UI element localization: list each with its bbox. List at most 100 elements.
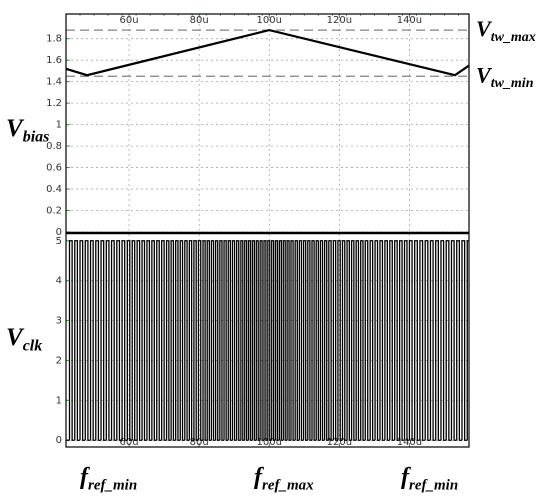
clock-pulse	[398, 240, 405, 441]
frequency-label: fref_min	[80, 464, 137, 493]
clock-pulse	[126, 240, 133, 441]
y-tick-label: 1.2	[46, 98, 62, 109]
clock-pulse	[136, 240, 143, 441]
clock-pulse	[121, 240, 128, 441]
clock-pulse	[100, 240, 107, 441]
frequency-label: fref_min	[401, 464, 458, 493]
clock-pulse	[219, 240, 225, 441]
clock-pulse	[197, 240, 204, 441]
clock-pulse	[364, 240, 371, 441]
x-tick-label: 80u	[190, 15, 209, 26]
y-tick-label: 1.6	[46, 55, 62, 66]
data-line	[65, 28, 470, 77]
clock-pulse	[156, 240, 162, 441]
y-tick-label: 3	[56, 316, 62, 327]
clock-pulse	[131, 240, 138, 441]
y-tick-label: 0	[56, 227, 62, 238]
reference-label-sub: tw_min	[491, 76, 534, 91]
clock-pulse	[341, 240, 348, 441]
clock-pulse	[227, 240, 233, 441]
clock-pulse	[105, 240, 112, 441]
clock-pulse	[302, 240, 308, 441]
clock-pulse	[307, 240, 313, 441]
clock-pulse	[424, 240, 431, 441]
clock-pulse	[68, 240, 75, 441]
clock-pulse	[384, 240, 390, 441]
clock-pulse	[110, 240, 117, 441]
clock-pulse	[170, 240, 176, 441]
y-tick-label: 0.4	[46, 184, 62, 195]
y-axis-label: Vclk	[6, 324, 42, 355]
x-tick-label: 120u	[327, 15, 352, 26]
clock-pulse	[244, 240, 249, 441]
clock-pulse	[251, 240, 257, 441]
clock-pulse	[141, 240, 147, 441]
clock-pulse	[374, 240, 380, 441]
clock-pulse	[278, 240, 284, 441]
clock-pulse	[175, 240, 181, 441]
x-tick-label: 60u	[120, 437, 139, 448]
clock-pulse	[179, 240, 185, 441]
clock-pulse	[161, 240, 167, 441]
clock-pulse	[403, 240, 410, 441]
y-tick-label: 2	[56, 355, 62, 366]
clock-pulse	[286, 240, 291, 441]
reference-label-main: V	[476, 16, 493, 41]
clock-pulse	[414, 240, 420, 441]
clock-pulse	[188, 240, 194, 441]
reference-label: Vtw_max	[476, 16, 536, 45]
reference-label-main: V	[476, 62, 493, 87]
x-tick-label: 140u	[397, 437, 422, 448]
reference-label: Vtw_min	[476, 62, 534, 91]
clock-pulse	[319, 240, 325, 441]
y-tick-label: 0.2	[46, 206, 62, 217]
x-tick-label: 100u	[257, 15, 282, 26]
y-tick-label: 4	[56, 276, 62, 287]
x-tick-label: 100u	[257, 437, 282, 448]
clock-pulse	[435, 240, 441, 441]
clock-pulse	[332, 240, 338, 441]
clock-pulse	[445, 240, 452, 441]
clock-pulse	[323, 240, 329, 441]
clock-pulse	[346, 240, 352, 441]
clock-pulse	[267, 240, 272, 441]
y-axis-label-main: V	[6, 324, 25, 351]
clock-pulse	[298, 240, 304, 441]
clock-pulse	[193, 240, 199, 441]
clock-pulse	[210, 240, 216, 441]
x-tick-label: 60u	[120, 15, 139, 26]
clock-pulse	[271, 240, 276, 441]
clock-pulse	[263, 240, 268, 441]
clock-pulse	[247, 240, 253, 441]
clock-pulse	[255, 240, 261, 441]
y-axis-label-sub: clk	[23, 338, 43, 355]
frequency-label-sub: ref_max	[262, 477, 314, 493]
clock-pulse	[440, 240, 447, 441]
x-tick-label: 140u	[397, 15, 422, 26]
clock-pulse	[456, 240, 462, 441]
x-tick-label: 80u	[190, 437, 209, 448]
clock-pulse	[419, 240, 426, 441]
y-tick-label: 0.8	[46, 141, 62, 152]
clock-pulse	[290, 240, 296, 441]
clock-pulse	[461, 240, 468, 441]
clock-pulse	[311, 240, 317, 441]
clock-pulse	[389, 240, 395, 441]
y-tick-label: 0.6	[46, 163, 62, 174]
reference-label-sub: tw_max	[491, 30, 536, 45]
clock-pulse	[379, 240, 385, 441]
plot-border	[65, 13, 470, 448]
clock-pulse	[450, 240, 457, 441]
clock-pulse	[74, 240, 81, 441]
clock-pulse	[231, 240, 237, 441]
y-tick-label: 1	[56, 395, 62, 406]
y-tick-label: 0	[56, 435, 62, 446]
clock-pulse	[95, 240, 102, 441]
clock-pulse	[223, 240, 229, 441]
x-tick-label: 120u	[327, 437, 352, 448]
clock-pulse	[116, 240, 123, 441]
frequency-label-sub: ref_min	[88, 477, 137, 493]
clock-pulse	[236, 240, 241, 441]
y-tick-label: 1.4	[46, 77, 62, 88]
